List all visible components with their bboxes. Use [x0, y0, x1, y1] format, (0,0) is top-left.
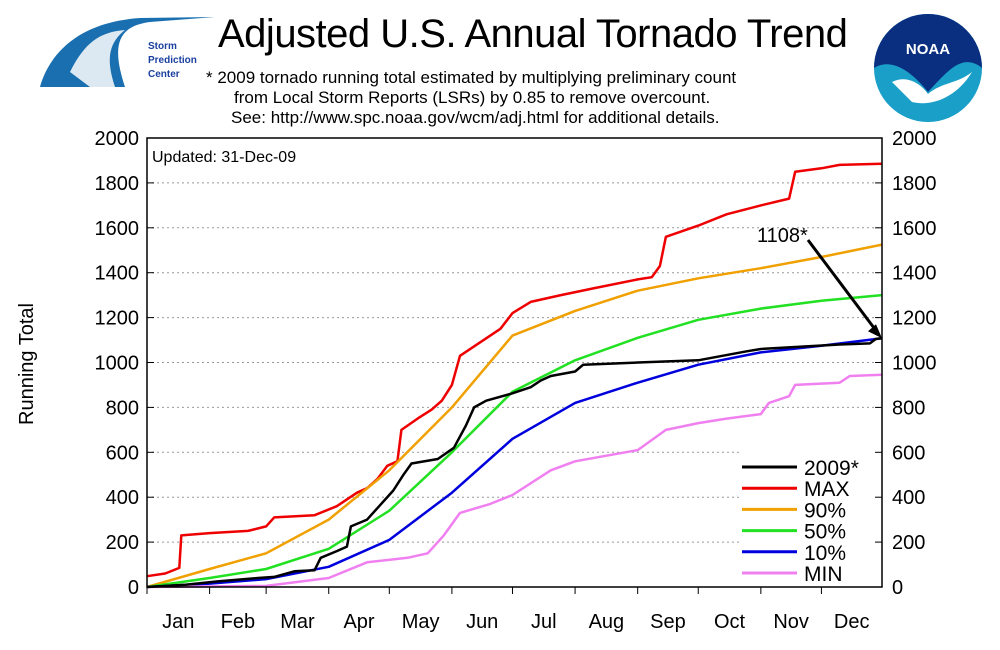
x-tick-label: Oct [714, 611, 746, 633]
legend-label: MIN [804, 563, 843, 586]
x-tick-label: Sep [650, 611, 686, 633]
x-tick-label: May [402, 611, 440, 633]
series-line-90 [146, 243, 883, 589]
y-tick-label-right: 1400 [892, 263, 937, 285]
y-tick-label-right: 1200 [892, 308, 937, 330]
x-tick-label: Dec [834, 611, 870, 633]
legend-label: 10% [804, 542, 846, 565]
x-tick-label: Aug [589, 611, 625, 633]
legend-label: MAX [804, 478, 850, 501]
y-tick-label-right: 400 [892, 487, 925, 509]
y-tick-label: 0 [128, 577, 139, 599]
y-tick-label-right: 200 [892, 532, 925, 554]
legend-label: 50% [804, 521, 846, 544]
y-tick-label-right: 1800 [892, 173, 937, 195]
footnote-line-3: See: http://www.spc.noaa.gov/wcm/adj.htm… [231, 108, 720, 127]
spc-logo-text-2: Prediction [148, 55, 197, 66]
y-tick-label: 1400 [95, 263, 140, 285]
annotation-label: 1108* [757, 225, 808, 247]
series-line-50 [146, 293, 883, 589]
footnote-line-1: * 2009 tornado running total estimated b… [206, 68, 737, 87]
x-tick-label: Mar [280, 611, 315, 633]
y-tick-label-right: 600 [892, 442, 925, 464]
series-line-2009 [146, 337, 883, 589]
noaa-logo: NOAA [874, 14, 982, 122]
x-tick-label: Apr [343, 611, 374, 633]
y-tick-label: 800 [106, 397, 139, 419]
footnote-line-2: from Local Storm Reports (LSRs) by 0.85 … [234, 88, 711, 107]
y-tick-label: 1800 [95, 173, 140, 195]
y-tick-label: 2000 [95, 128, 140, 150]
y-tick-label-right: 1000 [892, 353, 937, 375]
y-tick-label: 400 [106, 487, 139, 509]
annotation-arrow [806, 239, 880, 335]
legend-label: 2009* [804, 457, 859, 480]
y-tick-label: 200 [106, 532, 139, 554]
x-tick-label: Nov [773, 611, 809, 633]
y-tick-label-right: 0 [892, 577, 903, 599]
series-line-min [146, 373, 883, 589]
y-axis-label: Running Total [16, 303, 38, 425]
y-tick-label: 1600 [95, 218, 140, 240]
y-tick-label: 1000 [95, 353, 140, 375]
x-tick-label: Feb [221, 611, 255, 633]
y-tick-label: 1200 [95, 308, 140, 330]
y-tick-label-right: 2000 [892, 128, 937, 150]
legend-label: 90% [804, 499, 846, 522]
spc-logo-text-3: Center [148, 69, 180, 80]
noaa-logo-text: NOAA [906, 41, 950, 58]
spc-logo: Storm Prediction Center [40, 17, 215, 87]
x-tick-label: Jul [531, 611, 557, 633]
y-tick-label: 600 [106, 442, 139, 464]
spc-logo-text-1: Storm [148, 41, 177, 52]
y-tick-label-right: 1600 [892, 218, 937, 240]
series-line-max [146, 162, 883, 578]
x-tick-label: Jun [466, 611, 498, 633]
x-tick-label: Jan [162, 611, 194, 633]
series-line-10 [146, 337, 883, 589]
chart-title: Adjusted U.S. Annual Tornado Trend [218, 12, 848, 56]
updated-label: Updated: 31-Dec-09 [152, 149, 296, 166]
annotation-arrowhead [868, 324, 882, 339]
y-tick-label-right: 800 [892, 397, 925, 419]
